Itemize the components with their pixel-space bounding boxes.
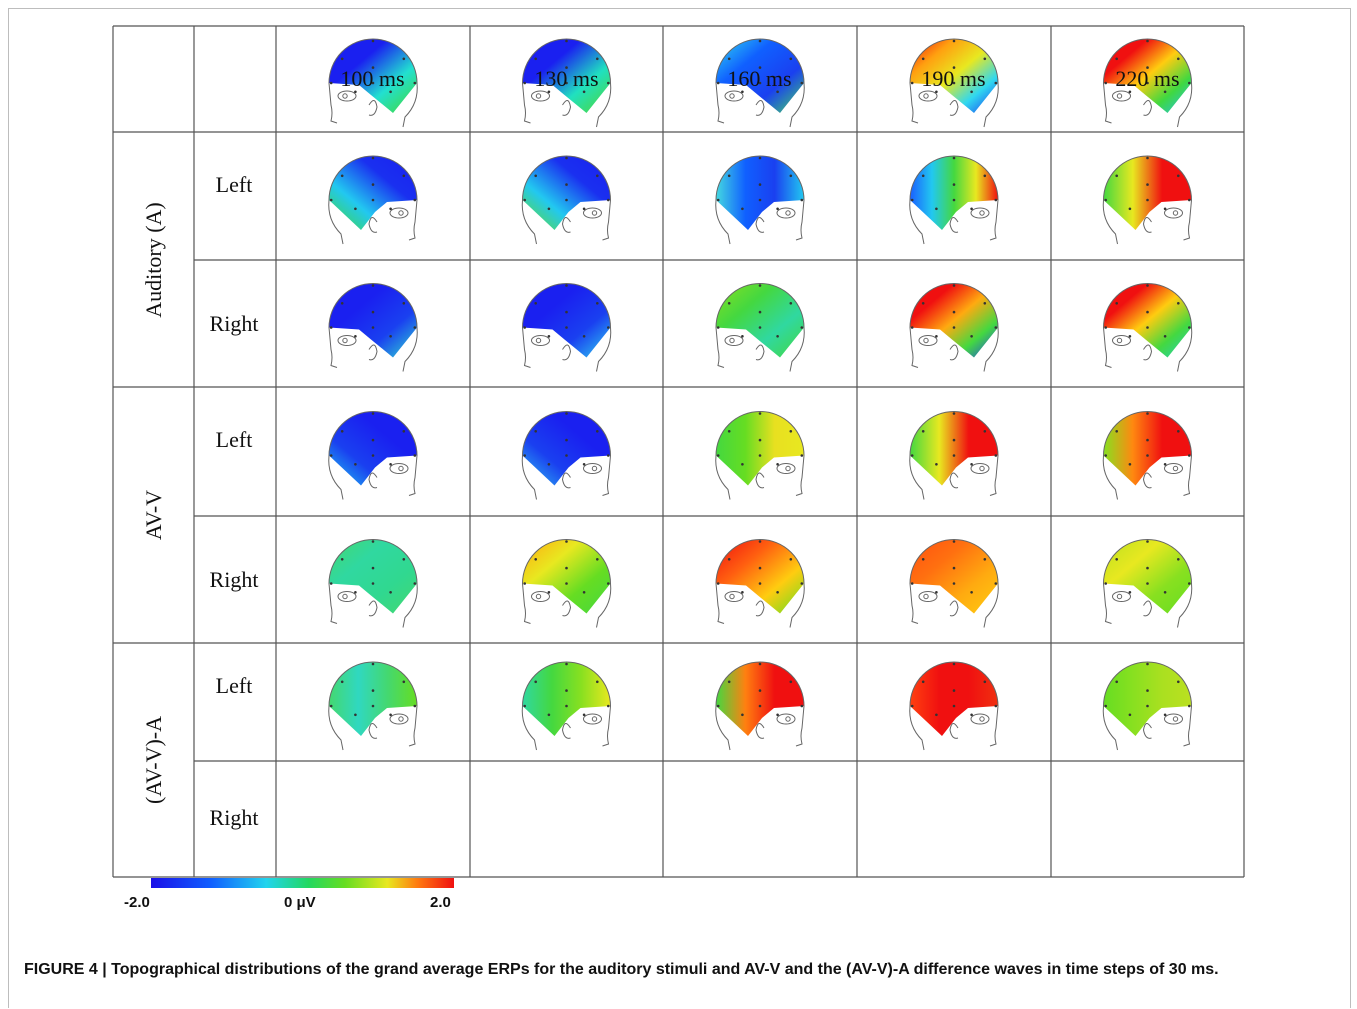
figure-caption: FIGURE 4 | Topographical distributions o… <box>24 961 1219 978</box>
topographic-map-right-view <box>715 411 805 500</box>
topographic-map-right-view <box>909 661 999 751</box>
topographic-map-right-view <box>909 411 999 500</box>
column-header-130ms: 130 ms <box>534 66 599 91</box>
colorbar <box>151 878 454 888</box>
topographic-map-right-view <box>909 155 999 245</box>
topographic-map-right-view <box>1102 155 1192 245</box>
topographic-map-left-view <box>522 283 612 372</box>
topographic-map-right-view <box>1102 411 1192 500</box>
column-header-100ms: 100 ms <box>340 66 405 91</box>
table-grid-lines <box>112 25 1245 878</box>
topographic-map-right-view <box>715 155 805 245</box>
topographic-map-left-view <box>328 539 418 628</box>
topographic-map-left-view <box>909 539 999 628</box>
colorbar-max-label: 2.0 <box>430 894 451 911</box>
topographic-map-left-view <box>328 283 418 372</box>
topographic-map-left-view <box>522 539 612 628</box>
row-label-left: Left <box>215 673 253 698</box>
topographic-map-left-view <box>1103 38 1193 128</box>
topographic-map-left-view <box>1103 283 1193 372</box>
topographic-map-left-view <box>715 38 805 128</box>
topographic-map-right-view <box>521 411 611 500</box>
group-label-av-v-minus-a: (AV-V)-A <box>141 716 166 804</box>
topographic-map-left-view <box>715 283 805 372</box>
topographic-map-right-view <box>1102 661 1192 751</box>
topographic-map-left-view <box>1103 539 1193 628</box>
topographic-map-right-view <box>715 661 805 751</box>
topographic-map-right-view <box>521 155 611 245</box>
colorbar-mid-label: 0 μV <box>284 894 316 911</box>
topographic-map-right-view <box>521 661 611 751</box>
column-header-160ms: 160 ms <box>727 66 792 91</box>
column-header-220ms: 220 ms <box>1115 66 1180 91</box>
group-label-auditory: Auditory (A) <box>141 202 166 318</box>
row-label-right: Right <box>209 805 259 830</box>
column-header-190ms: 190 ms <box>921 66 986 91</box>
row-label-right: Right <box>209 311 259 336</box>
figure-frame <box>8 8 1351 1008</box>
topographic-map-left-view <box>909 283 999 372</box>
row-label-left: Left <box>215 172 253 197</box>
row-label-right: Right <box>209 567 259 592</box>
topographic-map-right-view <box>328 661 418 751</box>
topographic-map-left-view <box>909 38 999 128</box>
topographic-map-right-view <box>328 411 418 500</box>
topographic-map-right-view <box>328 155 418 245</box>
colorbar-min-label: -2.0 <box>124 894 150 911</box>
topographic-map-left-view <box>328 38 418 128</box>
topographic-map-left-view <box>715 539 805 628</box>
row-label-left: Left <box>215 427 253 452</box>
topographic-map-left-view <box>522 38 612 128</box>
group-label-av-v: AV-V <box>141 489 166 541</box>
